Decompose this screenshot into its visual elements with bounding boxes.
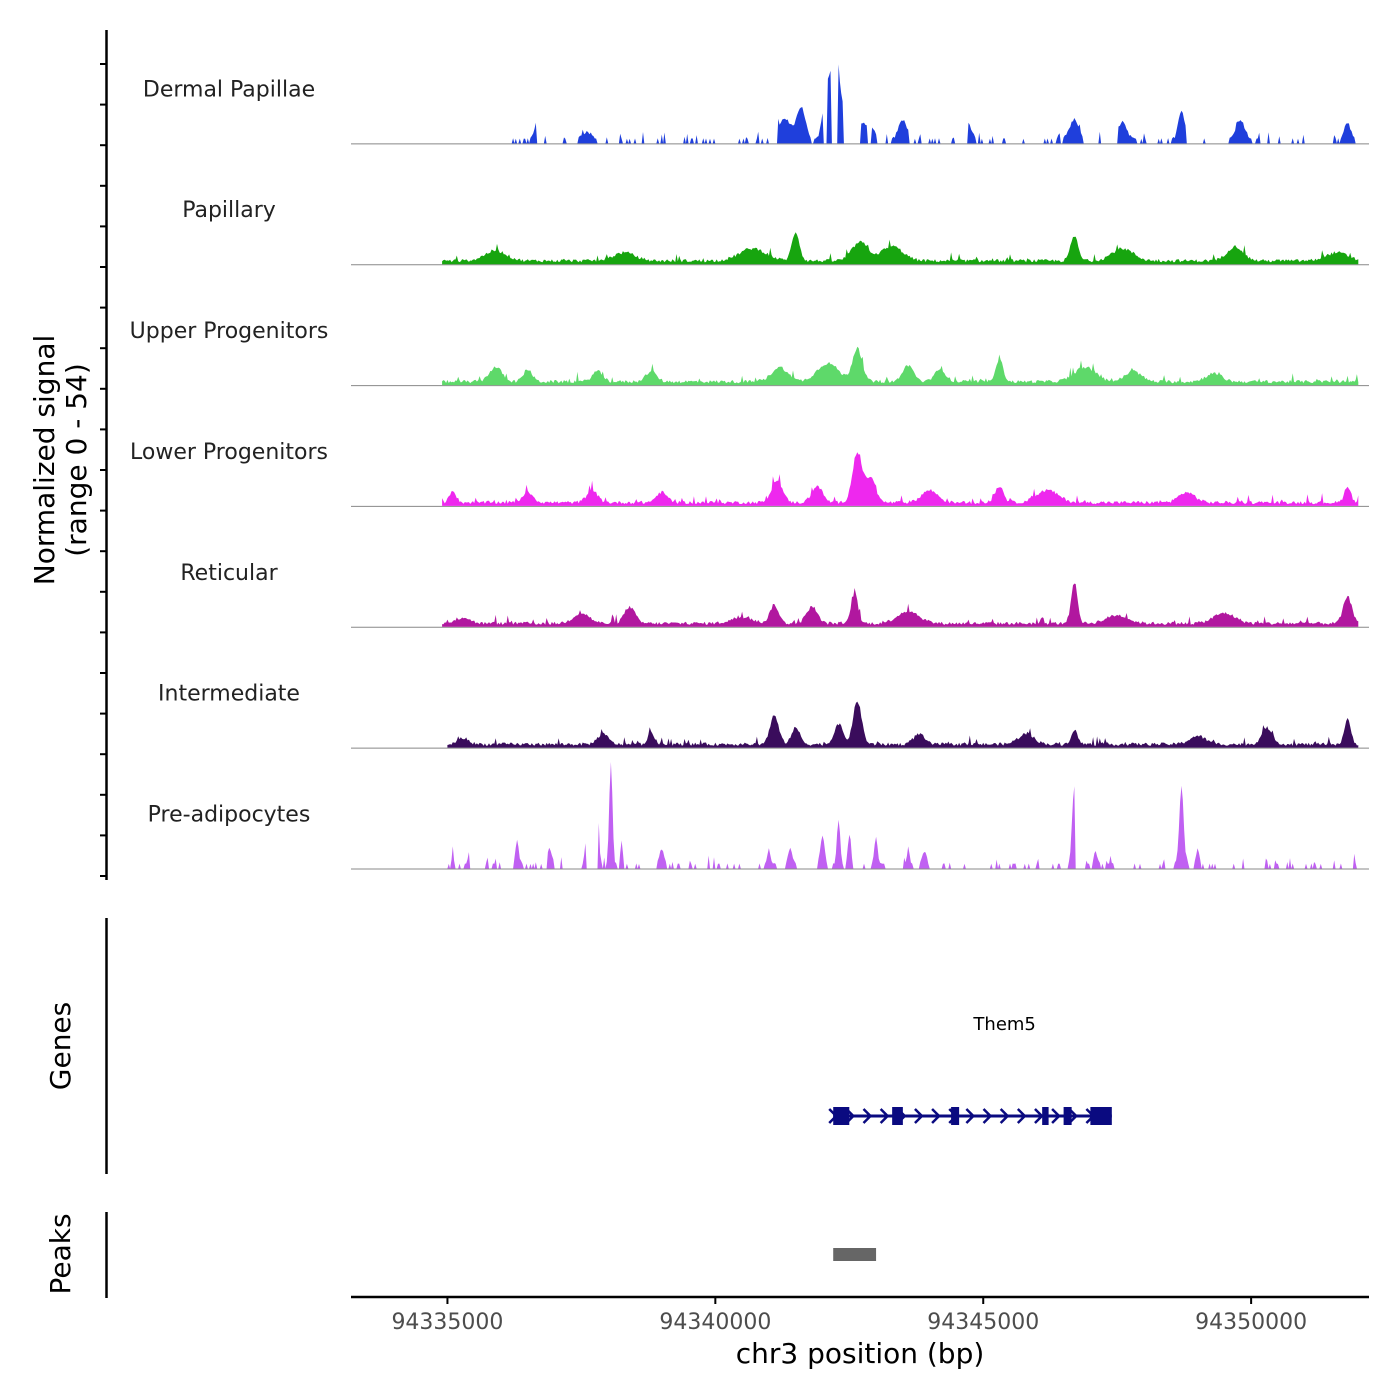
strand-arrow	[931, 1108, 941, 1124]
x-tick-label: 94335000	[391, 1310, 503, 1335]
gene-track: Genes Them5	[44, 918, 1112, 1174]
signal-area	[442, 452, 1359, 506]
track-label: Lower Progenitors	[130, 440, 328, 465]
signal-area	[442, 346, 1359, 386]
gene-exon	[892, 1107, 903, 1125]
strand-arrow	[914, 1108, 924, 1124]
track-reticular: Reticular	[180, 561, 1369, 628]
coverage-y-axis	[100, 30, 108, 880]
gene-name-label: Them5	[972, 1014, 1035, 1035]
signal-area	[511, 64, 1359, 144]
strand-arrow	[862, 1108, 873, 1124]
track-dermal-papillae: Dermal Papillae	[143, 64, 1369, 145]
gene-exon	[833, 1107, 850, 1125]
track-lower-progenitors: Lower Progenitors	[130, 440, 1369, 507]
track-label: Reticular	[180, 561, 278, 586]
gene-model	[828, 1107, 1112, 1125]
gene-track-label: Genes	[44, 1002, 77, 1090]
x-axis: 94335000 94340000 94345000 94350000	[351, 1295, 1369, 1335]
x-tick-label: 94340000	[659, 1310, 771, 1335]
x-axis-title: chr3 position (bp)	[736, 1337, 985, 1370]
gene-exon	[1090, 1107, 1112, 1125]
peak-track: Peaks	[44, 1212, 877, 1298]
signal-area	[442, 232, 1359, 265]
signal-area	[442, 583, 1359, 627]
strand-arrow	[982, 1108, 993, 1124]
signal-area	[447, 701, 1359, 748]
peak-region	[833, 1248, 877, 1261]
x-tick-label: 94350000	[1195, 1310, 1307, 1335]
coverage-tracks: Dermal Papillae Papillary Upper Progenitor…	[130, 64, 1369, 870]
track-papillary: Papillary	[182, 198, 1369, 266]
track-label: Intermediate	[158, 682, 300, 707]
y-axis-title-line1: Normalized signal	[28, 335, 61, 586]
track-upper-progenitors: Upper Progenitors	[130, 319, 1369, 387]
gene-exon	[1063, 1107, 1072, 1125]
strand-arrow	[1016, 1108, 1027, 1124]
track-pre-adipocytes: Pre-adipocytes	[148, 761, 1369, 870]
strand-arrow	[999, 1108, 1010, 1124]
track-label: Pre-adipocytes	[148, 803, 311, 828]
strand-arrow	[965, 1108, 976, 1124]
track-label: Dermal Papillae	[143, 77, 315, 102]
gene-exon	[951, 1107, 960, 1125]
peak-track-label: Peaks	[44, 1213, 77, 1294]
y-axis-title-line2: (range 0 - 54)	[60, 363, 93, 557]
strand-arrow	[1034, 1108, 1044, 1124]
signal-area	[447, 761, 1359, 869]
track-label: Papillary	[182, 198, 276, 223]
track-label: Upper Progenitors	[130, 319, 329, 344]
strand-arrow	[879, 1108, 890, 1124]
strand-arrow	[1051, 1108, 1061, 1124]
x-tick-label: 94345000	[927, 1310, 1039, 1335]
gene-exon	[1042, 1107, 1049, 1125]
track-intermediate: Intermediate	[158, 682, 1369, 749]
